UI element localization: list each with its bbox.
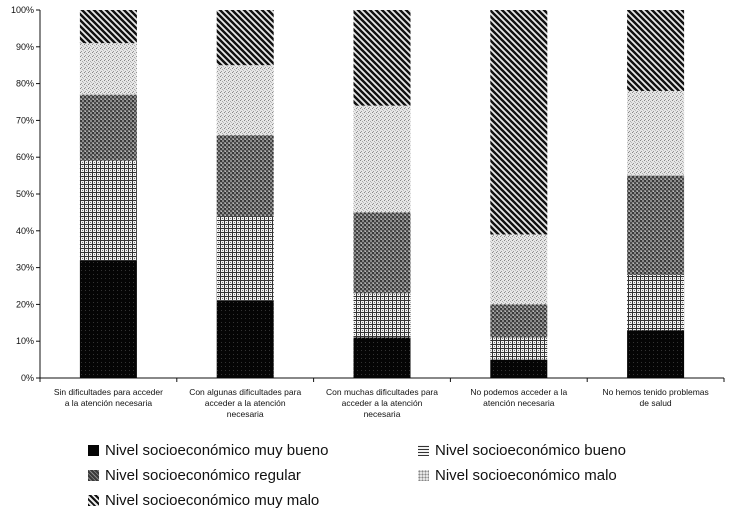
y-tick-label: 30% xyxy=(16,263,34,273)
legend-item: Nivel socioeconómico bueno xyxy=(418,442,626,459)
bar-segment-1-1 xyxy=(79,260,137,378)
bar-segment-2-5 xyxy=(216,10,274,66)
legend-swatch xyxy=(418,470,429,481)
legend-item: Nivel socioeconómico muy malo xyxy=(88,492,319,509)
bar-segment-3-1 xyxy=(353,337,411,378)
y-tick-label: 40% xyxy=(16,226,34,236)
x-category-label: Sin dificultades para acceder a la atenci… xyxy=(54,387,163,408)
x-category-label: Con algunas dificultades para acceder a l… xyxy=(189,387,301,419)
bar-segment-4-4 xyxy=(490,234,548,305)
legend-label: Nivel socioeconómico muy bueno xyxy=(105,442,329,459)
bar-segment-1-4 xyxy=(79,43,137,95)
bar-segment-2-3 xyxy=(216,135,274,217)
bar-segment-3-2 xyxy=(353,293,411,338)
bar-segment-4-5 xyxy=(490,10,548,235)
y-tick-label: 10% xyxy=(16,336,34,346)
legend-label: Nivel socioeconómico malo xyxy=(435,467,617,484)
legend-label: Nivel socioeconómico regular xyxy=(105,467,301,484)
bar-segment-2-2 xyxy=(216,216,274,301)
x-category-label: No hemos tenido problemas de salud xyxy=(602,387,708,408)
bar-segment-2-4 xyxy=(216,65,274,136)
bar-segment-4-2 xyxy=(490,337,548,360)
bar-segment-1-2 xyxy=(79,160,137,261)
legend-swatch xyxy=(88,495,99,506)
bar-segment-1-5 xyxy=(79,10,137,44)
y-tick-label: 100% xyxy=(11,5,34,15)
bar-segment-4-3 xyxy=(490,304,548,338)
bar-segment-5-2 xyxy=(627,274,685,331)
legend-item: Nivel socioeconómico regular xyxy=(88,467,301,484)
legend-label: Nivel socioeconómico muy malo xyxy=(105,492,320,509)
bar-segment-1-3 xyxy=(79,94,137,161)
legend-swatch xyxy=(88,445,99,456)
bar-segment-5-4 xyxy=(627,90,685,176)
bar-segment-3-5 xyxy=(353,10,411,106)
y-tick-label: 60% xyxy=(16,152,34,162)
y-tick-label: 20% xyxy=(16,299,34,309)
bar-segment-3-4 xyxy=(353,105,411,213)
y-tick-label: 80% xyxy=(16,79,34,89)
bar-segment-5-3 xyxy=(627,175,685,275)
legend-swatch xyxy=(418,445,429,456)
legend-label: Nivel socioeconómico bueno xyxy=(435,442,626,459)
bar-segment-2-1 xyxy=(216,300,274,378)
legend-item: Nivel socioeconómico malo xyxy=(418,467,617,484)
x-category-label: No podemos acceder a la atención necesari… xyxy=(470,387,567,408)
bar-segment-4-1 xyxy=(490,359,548,378)
legend-swatch xyxy=(88,470,99,481)
x-category-label: Con muchas dificultades para acceder a la… xyxy=(326,387,438,419)
stacked-bar-chart: 0% 10% 20% 30% 40% 50% 60% 70% 80% 90% 100% Sin dif… xyxy=(11,5,725,419)
bar-segment-5-5 xyxy=(627,10,685,91)
bar-segment-3-3 xyxy=(353,212,411,294)
y-tick-label: 0% xyxy=(21,373,34,383)
y-tick-label: 50% xyxy=(16,189,34,199)
bar-segment-5-1 xyxy=(627,330,685,378)
y-tick-label: 90% xyxy=(16,42,34,52)
legend-item: Nivel socioeconómico muy bueno xyxy=(88,442,328,459)
y-tick-label: 70% xyxy=(16,115,34,125)
